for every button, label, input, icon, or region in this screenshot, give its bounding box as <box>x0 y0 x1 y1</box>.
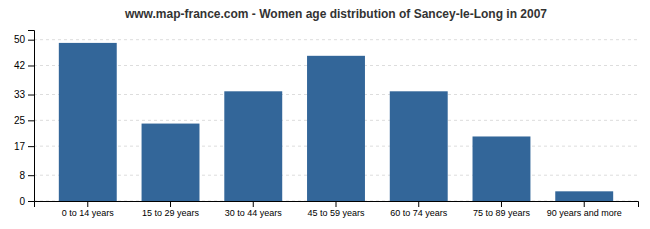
x-tick-label: 75 to 89 years <box>473 208 531 218</box>
x-tick-label: 0 to 14 years <box>62 208 115 218</box>
x-tick-mark <box>253 201 254 207</box>
bar <box>307 56 365 201</box>
bar <box>224 91 282 201</box>
x-tick: 75 to 89 years <box>473 201 531 218</box>
title: www.map-france.com - Women age distribut… <box>124 7 547 21</box>
y-tick-mark <box>28 40 34 41</box>
x-tick-label: 15 to 29 years <box>142 208 200 218</box>
y-tick-mark <box>28 146 34 147</box>
x-tick-mark <box>501 201 502 207</box>
y-tick: 17 <box>14 141 34 152</box>
y-tick-label: 0 <box>19 196 25 207</box>
x-tick: 45 to 59 years <box>307 201 365 218</box>
y-tick: 33 <box>14 89 34 100</box>
bar <box>390 91 448 201</box>
y-tick-mark <box>28 95 34 96</box>
bar <box>555 191 613 201</box>
y-tick: 42 <box>14 60 34 71</box>
y-tick-label: 50 <box>14 34 26 45</box>
x-axis: 0 to 14 years 15 to 29 years 30 to 44 year… <box>35 201 639 218</box>
y-tick: 50 <box>14 34 34 45</box>
bars <box>59 43 613 201</box>
bar <box>473 136 531 201</box>
x-tick-mark <box>170 201 171 207</box>
y-tick-mark <box>28 175 34 176</box>
y-tick-label: 33 <box>14 89 26 100</box>
y-tick-label: 42 <box>14 60 26 71</box>
grid <box>34 40 638 201</box>
bar <box>142 124 200 201</box>
x-tick-mark <box>418 201 419 207</box>
y-tick-mark <box>28 65 34 66</box>
x-tick: 15 to 29 years <box>142 201 200 218</box>
x-tick-label: 60 to 74 years <box>390 208 448 218</box>
y-axis: 0 8 17 25 33 42 50 <box>14 31 35 207</box>
y-tick: 0 <box>19 196 34 207</box>
y-tick-mark <box>28 120 34 121</box>
x-tick-mark <box>584 201 585 207</box>
x-axis-line <box>35 202 639 208</box>
x-tick-label: 90 years and more <box>547 208 622 218</box>
x-tick-mark <box>87 201 88 207</box>
bar <box>59 43 117 201</box>
y-axis-line <box>28 31 35 202</box>
y-tick-label: 25 <box>14 115 26 126</box>
chart: 0 8 17 25 33 42 50 0 to 14 years 15 to 29 years 3… <box>0 0 650 229</box>
y-tick-label: 17 <box>14 141 26 152</box>
plot: 0 8 17 25 33 42 50 0 to 14 years 15 to 29 years 3… <box>14 31 639 219</box>
x-tick: 0 to 14 years <box>62 201 115 218</box>
x-tick-label: 30 to 44 years <box>225 208 283 218</box>
x-tick: 60 to 74 years <box>390 201 448 218</box>
x-tick: 30 to 44 years <box>225 201 283 218</box>
y-tick-label: 8 <box>19 170 25 181</box>
y-tick-mark <box>28 201 34 202</box>
x-tick: 90 years and more <box>547 201 622 218</box>
y-tick: 25 <box>14 115 34 126</box>
x-tick-mark <box>336 201 337 207</box>
y-tick: 8 <box>19 170 34 181</box>
grid-line <box>34 39 638 40</box>
x-tick-label: 45 to 59 years <box>307 208 365 218</box>
